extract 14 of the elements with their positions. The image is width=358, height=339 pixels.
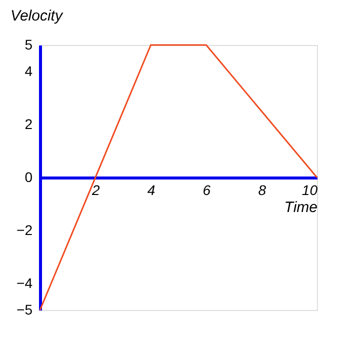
y-tick-label: −4 — [16, 275, 33, 291]
x-axis-title: Time — [284, 199, 318, 216]
y-tick-label: 0 — [24, 169, 33, 185]
x-tick-label: 8 — [258, 182, 266, 198]
y-tick-label: 2 — [24, 116, 33, 132]
y-tick-label: −2 — [16, 222, 33, 238]
x-tick-label: 10 — [302, 182, 318, 198]
y-tick-label: 4 — [24, 63, 33, 79]
y-axis-title: Velocity — [10, 8, 64, 24]
y-tick-label: 5 — [24, 36, 33, 52]
y-tick-label: −5 — [16, 302, 33, 318]
x-tick-label: 2 — [91, 182, 100, 198]
x-tick-label: 4 — [147, 182, 156, 198]
x-tick-label: 6 — [202, 182, 211, 198]
